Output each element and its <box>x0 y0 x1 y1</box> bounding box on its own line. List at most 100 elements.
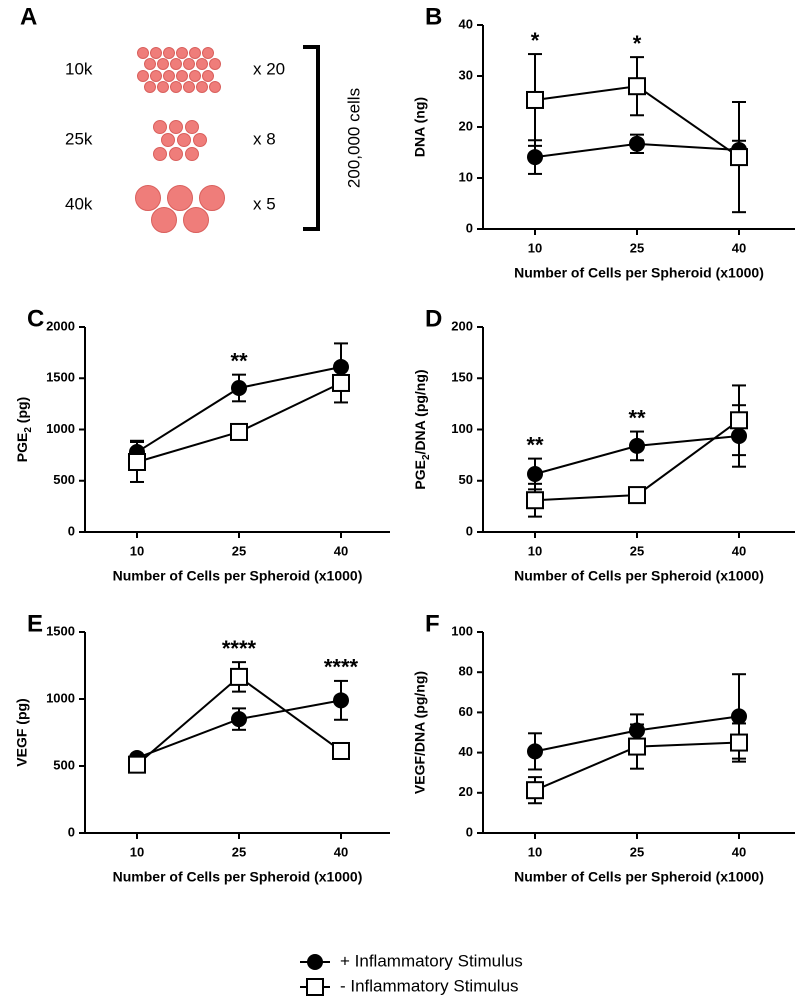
significance: * <box>633 31 642 56</box>
y-axis-label: DNA (ng) <box>412 97 428 157</box>
spheroid <box>170 58 182 70</box>
spheroid <box>185 147 199 161</box>
x-axis-label: Number of Cells per Spheroid (x1000) <box>514 869 764 885</box>
y-tick-label: 500 <box>53 757 75 772</box>
label-subscript: 2 <box>421 454 432 460</box>
point <box>730 148 748 167</box>
x-tick-label: 40 <box>732 844 746 859</box>
y-tick-label: 100 <box>451 421 473 436</box>
panel-letter: A <box>20 3 37 30</box>
point <box>231 711 247 728</box>
point <box>730 411 748 430</box>
x-tick-label: 25 <box>630 844 644 859</box>
y-tick-label: 80 <box>459 664 473 679</box>
point <box>332 373 350 392</box>
spheroid <box>163 70 175 82</box>
point <box>333 358 349 375</box>
spheroid <box>153 120 167 134</box>
significance: **** <box>324 655 359 680</box>
spheroid <box>157 58 169 70</box>
y-tick-label: 500 <box>53 472 75 487</box>
significance: * <box>531 28 540 53</box>
spheroid <box>150 47 162 59</box>
spheroid <box>135 185 161 211</box>
spheroid <box>209 81 221 93</box>
spheroid <box>163 47 175 59</box>
y-tick-label: 1000 <box>46 690 75 705</box>
point <box>731 708 747 725</box>
point <box>527 465 543 482</box>
point <box>526 781 544 800</box>
spheroid <box>189 70 201 82</box>
spheroid <box>183 207 209 233</box>
y-tick-label: 1500 <box>46 370 75 385</box>
point <box>332 741 350 760</box>
panel-letter: B <box>425 3 442 30</box>
y-tick-label: 200 <box>451 318 473 333</box>
row-label: 40k <box>65 194 93 213</box>
point <box>333 692 349 709</box>
significance: ** <box>526 432 544 457</box>
point <box>731 427 747 444</box>
y-tick-label: 20 <box>459 784 473 799</box>
y-tick-label: 0 <box>466 824 473 839</box>
spheroid <box>151 207 177 233</box>
y-tick-label: 50 <box>459 472 473 487</box>
label-part: PGE <box>412 460 428 490</box>
spheroid <box>137 47 149 59</box>
legend-label: + Inflammatory Stimulus <box>340 951 523 970</box>
spheroid <box>167 185 193 211</box>
panel-letter: F <box>425 610 440 637</box>
point <box>230 422 248 441</box>
significance: ** <box>628 405 646 430</box>
y-axis-label: VEGF/DNA (pg/ng) <box>412 671 428 794</box>
point <box>231 379 247 396</box>
row-multiplier: x 20 <box>253 59 285 78</box>
y-axis-label: PGE2/DNA (pg/ng) <box>412 369 432 489</box>
point <box>230 667 248 686</box>
spheroid <box>199 185 225 211</box>
panel-letter: C <box>27 305 44 332</box>
x-tick-label: 40 <box>732 543 746 558</box>
spheroid <box>157 81 169 93</box>
y-tick-label: 0 <box>68 824 75 839</box>
x-tick-label: 10 <box>130 543 144 558</box>
x-axis-label: Number of Cells per Spheroid (x1000) <box>113 568 363 584</box>
spheroid <box>169 147 183 161</box>
spheroid <box>209 58 221 70</box>
point <box>527 743 543 760</box>
y-tick-label: 60 <box>459 704 473 719</box>
x-tick-label: 40 <box>334 844 348 859</box>
y-tick-label: 20 <box>459 118 473 133</box>
spheroid <box>150 70 162 82</box>
y-tick-label: 10 <box>459 169 473 184</box>
total-label: 200,000 cells <box>344 88 363 188</box>
spheroid <box>193 133 207 147</box>
label-part: /DNA (pg/ng) <box>412 369 428 454</box>
point <box>628 486 646 505</box>
y-axis-label: PGE2 (pg) <box>14 397 34 462</box>
x-tick-label: 25 <box>630 543 644 558</box>
y-tick-label: 150 <box>451 370 473 385</box>
y-tick-label: 2000 <box>46 318 75 333</box>
row-multiplier: x 8 <box>253 129 276 148</box>
x-axis-label: Number of Cells per Spheroid (x1000) <box>113 869 363 885</box>
legend-label: - Inflammatory Stimulus <box>340 976 519 995</box>
spheroid <box>189 47 201 59</box>
point <box>527 149 543 166</box>
spheroid <box>202 70 214 82</box>
panel-letter: E <box>27 610 43 637</box>
point <box>629 722 645 739</box>
x-axis-label: Number of Cells per Spheroid (x1000) <box>514 265 764 281</box>
x-tick-label: 25 <box>232 543 246 558</box>
y-tick-label: 0 <box>466 220 473 235</box>
x-tick-label: 10 <box>130 844 144 859</box>
x-tick-label: 10 <box>528 240 542 255</box>
spheroid <box>137 70 149 82</box>
point <box>628 737 646 756</box>
significance: **** <box>222 636 257 661</box>
spheroids <box>135 47 225 233</box>
point <box>526 90 544 109</box>
x-tick-label: 10 <box>528 543 542 558</box>
label-part: PGE <box>14 433 30 463</box>
